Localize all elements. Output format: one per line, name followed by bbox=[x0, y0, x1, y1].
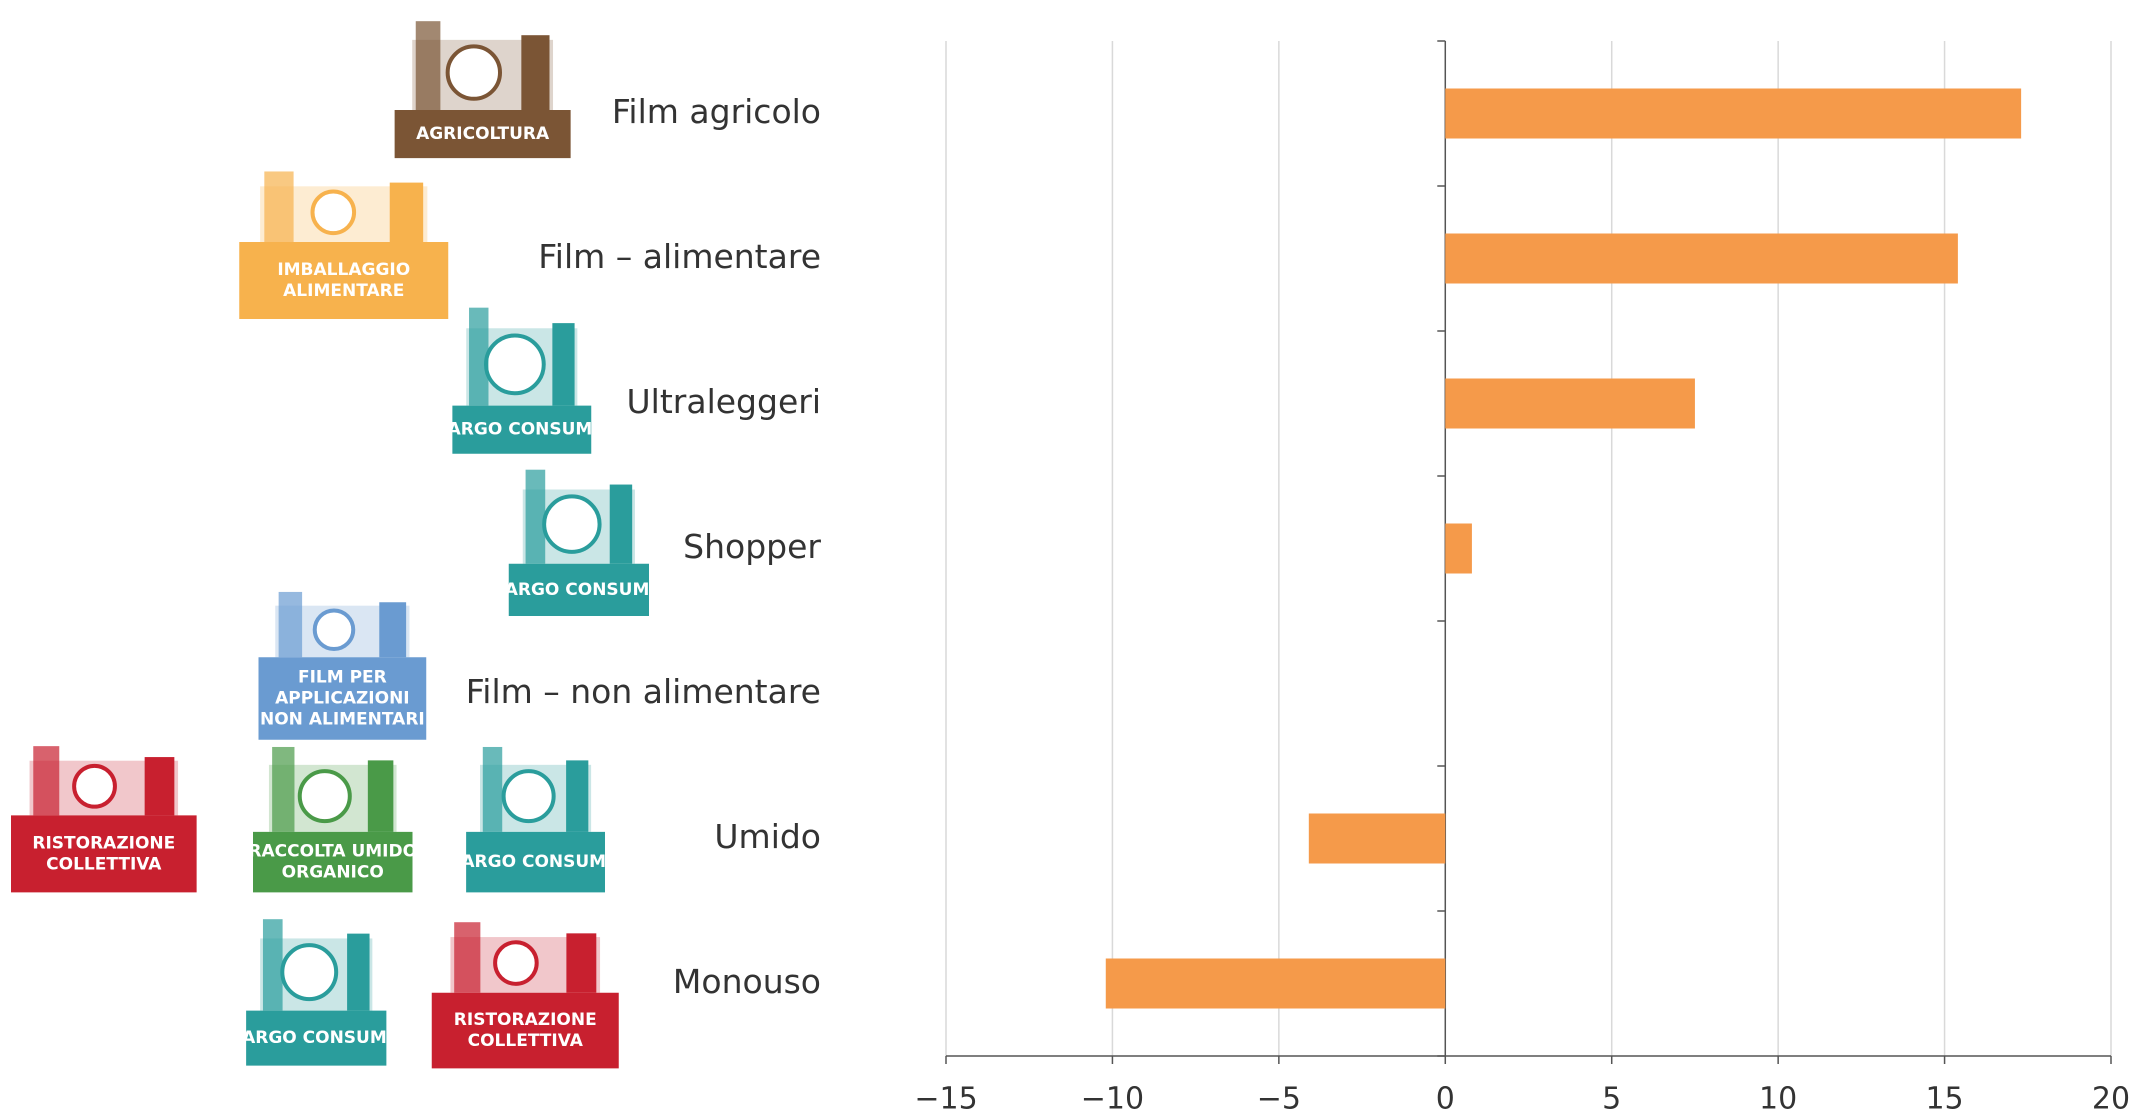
bar bbox=[1445, 88, 2022, 139]
x-tick-label: −15 bbox=[914, 1082, 977, 1113]
badge-label-box bbox=[452, 405, 592, 454]
badge-icon bbox=[525, 469, 546, 564]
badge-label-box bbox=[258, 657, 427, 740]
badge-label-box bbox=[246, 1010, 387, 1066]
badge-icon bbox=[278, 591, 303, 658]
badge-label: COLLETTIVA bbox=[468, 1031, 584, 1051]
badge-label: LARGO CONSUMO bbox=[231, 1028, 401, 1048]
badge: LARGO CONSUMO bbox=[231, 919, 401, 1066]
badge-label-box bbox=[239, 242, 449, 319]
bar bbox=[1445, 523, 1472, 574]
badge-icon bbox=[493, 940, 539, 986]
badge-label-box bbox=[431, 992, 619, 1069]
badge-label: LARGO CONSUMO bbox=[451, 852, 621, 872]
x-tick-label: 10 bbox=[1759, 1082, 1797, 1113]
category-label: Ultraleggeri bbox=[627, 382, 821, 421]
badge: LARGO CONSUMO bbox=[494, 469, 664, 616]
badge-label: APPLICAZIONI bbox=[275, 689, 410, 709]
badge-icon bbox=[469, 307, 489, 406]
badge-label-box bbox=[508, 563, 649, 616]
badge-icon bbox=[482, 746, 503, 832]
category-label: Shopper bbox=[683, 527, 821, 566]
badge-label: RISTORAZIONE bbox=[32, 833, 175, 853]
badge-icon bbox=[552, 323, 575, 406]
category-label: Film – alimentare bbox=[538, 237, 821, 276]
badge-label-box bbox=[253, 831, 413, 893]
category-label: Umido bbox=[714, 817, 821, 856]
badge-icon bbox=[310, 189, 357, 236]
badge-icon bbox=[609, 484, 633, 564]
badge-icon bbox=[144, 757, 175, 816]
badge-label-box bbox=[11, 815, 197, 893]
badge-label: ORGANICO bbox=[282, 863, 384, 883]
category-label: Film – non alimentare bbox=[466, 672, 821, 711]
badge-icon bbox=[379, 602, 407, 658]
badge-label: RACCOLTA UMIDO bbox=[248, 842, 417, 862]
badge-icon bbox=[389, 182, 424, 242]
x-tick-label: 15 bbox=[1925, 1082, 1963, 1113]
bar bbox=[1445, 378, 1695, 429]
badge-label: AGRICOLTURA bbox=[416, 124, 550, 144]
badge-label: RISTORAZIONE bbox=[454, 1010, 597, 1030]
badge-label: IMBALLAGGIO bbox=[277, 260, 410, 280]
badge-icon bbox=[501, 769, 556, 824]
badge-icon bbox=[415, 21, 441, 110]
badge-icon bbox=[521, 35, 550, 111]
badge-icon bbox=[367, 760, 394, 832]
category-label: Film agricolo bbox=[612, 92, 821, 131]
badge-icon bbox=[445, 44, 503, 101]
badge-label-box bbox=[466, 831, 605, 893]
badge: LARGO CONSUMO bbox=[451, 746, 621, 893]
badge-icon bbox=[272, 746, 295, 832]
badge-icon bbox=[72, 763, 117, 809]
bar bbox=[1105, 958, 1446, 1009]
badge-label: COLLETTIVA bbox=[46, 854, 162, 874]
bar bbox=[1308, 813, 1446, 864]
badge-icon bbox=[566, 760, 589, 832]
badge: LARGO CONSUMO bbox=[437, 307, 607, 454]
badge-label: LARGO CONSUMO bbox=[437, 420, 607, 440]
badge-icon bbox=[483, 333, 546, 396]
x-tick-label: −10 bbox=[1081, 1082, 1144, 1113]
badge-label: FILM PER bbox=[298, 668, 387, 688]
badge-icon bbox=[280, 943, 339, 1002]
badge-icon bbox=[566, 933, 597, 993]
badge-label: LARGO CONSUMO bbox=[494, 580, 664, 600]
badge-label: ALIMENTARE bbox=[283, 281, 404, 301]
category-label: Monouso bbox=[673, 962, 821, 1001]
badge-icon bbox=[264, 171, 294, 242]
x-tick-label: 20 bbox=[2092, 1082, 2130, 1113]
badge-icon bbox=[33, 746, 60, 816]
badge-icon bbox=[297, 769, 352, 824]
badge: AGRICOLTURA bbox=[394, 21, 571, 159]
badge-icon bbox=[542, 494, 602, 554]
badge-label: NON ALIMENTARI bbox=[260, 710, 425, 730]
badge-icon bbox=[347, 933, 370, 1011]
x-tick-label: −5 bbox=[1257, 1082, 1301, 1113]
badge-icon bbox=[262, 919, 283, 1011]
x-tick-label: 0 bbox=[1436, 1082, 1455, 1113]
badge-icon bbox=[454, 922, 481, 993]
badge-label-box bbox=[394, 110, 571, 159]
badge-icon bbox=[312, 608, 356, 651]
bar bbox=[1445, 233, 1958, 284]
x-tick-label: 5 bbox=[1602, 1082, 1621, 1113]
